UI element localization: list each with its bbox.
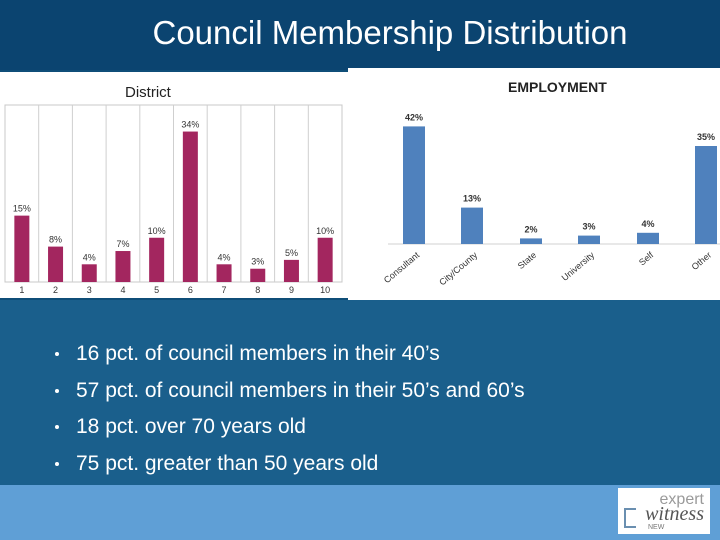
employment-tick-label: Self xyxy=(637,250,656,268)
district-data-label: 5% xyxy=(285,248,298,258)
district-tick-label: 1 xyxy=(19,285,24,295)
district-data-label: 7% xyxy=(116,239,129,249)
district-data-label: 15% xyxy=(13,204,31,214)
district-data-label: 8% xyxy=(49,235,62,245)
logo-small-text: NEW xyxy=(648,524,665,531)
bullet-dot-icon xyxy=(55,461,59,466)
bullet-dot-icon xyxy=(55,388,59,393)
bullet-text: 57 pct. of council members in their 50’s… xyxy=(76,378,525,402)
employment-data-label: 4% xyxy=(641,219,654,229)
district-data-label: 4% xyxy=(218,252,231,262)
district-data-label: 34% xyxy=(181,120,199,130)
employment-data-label: 2% xyxy=(524,224,537,234)
district-data-label: 10% xyxy=(316,226,334,236)
employment-tick-label: University xyxy=(560,250,597,283)
content-band xyxy=(0,300,720,485)
district-chart: District 15% 1 8% 2 4% 3 7% 4 10% 5 34% 6 4% 7 3% 8 5% 9 10… xyxy=(4,84,343,295)
district-tick-label: 7 xyxy=(222,285,227,295)
logo-text-top: expert xyxy=(659,491,704,508)
district-tick-label: 6 xyxy=(188,285,193,295)
bullet-dot-icon xyxy=(55,352,59,356)
district-chart-title: District xyxy=(125,84,172,101)
district-bar xyxy=(14,215,30,282)
district-tick-label: 10 xyxy=(320,285,330,295)
district-chart-panel: District 15% 1 8% 2 4% 3 7% 4 10% 5 34% 6 4% 7 3% 8 5% 9 10… xyxy=(0,72,348,298)
bullet-text: 16 pct. of council members in their 40’s xyxy=(76,342,440,365)
logo-text-bottom: witness xyxy=(645,503,704,525)
district-bar xyxy=(317,237,333,282)
district-tick-label: 4 xyxy=(120,285,125,295)
district-tick-label: 8 xyxy=(255,285,260,295)
district-bar xyxy=(149,237,165,282)
employment-bar xyxy=(637,232,659,244)
district-tick-label: 3 xyxy=(87,285,92,295)
employment-bar xyxy=(578,235,600,244)
bullet-text: 75 pct. greater than 50 years old xyxy=(76,451,379,475)
bullet-list: 16 pct. of council members in their 40’s… xyxy=(52,336,525,482)
bullet-item: 16 pct. of council members in their 40’s xyxy=(52,336,525,373)
slide-title: Council Membership Distribution xyxy=(152,14,628,51)
employment-data-label: 35% xyxy=(697,132,715,142)
district-bar xyxy=(115,251,131,282)
employment-chart: EMPLOYMENT 42% Consultant 13% City/County 2% S… xyxy=(382,79,720,288)
bullet-item: 57 pct. of council members in their 50’s… xyxy=(52,373,525,410)
bullet-item: 75 pct. greater than 50 years old xyxy=(52,446,525,483)
employment-tick-label: Consultant xyxy=(382,250,422,286)
district-bar xyxy=(182,131,198,282)
district-tick-label: 9 xyxy=(289,285,294,295)
title-band xyxy=(0,0,720,70)
district-bar xyxy=(250,268,266,282)
district-tick-label: 2 xyxy=(53,285,58,295)
employment-tick-label: Other xyxy=(690,250,714,272)
employment-tick-label: City/County xyxy=(437,250,479,288)
expert-witness-logo: expert witness NEW xyxy=(618,488,710,534)
bullet-item: 18 pct. over 70 years old xyxy=(52,409,525,446)
district-bar xyxy=(81,264,97,282)
employment-data-label: 3% xyxy=(582,222,595,232)
employment-data-label: 42% xyxy=(405,112,423,122)
footer-band xyxy=(0,485,720,540)
employment-tick-label: State xyxy=(516,250,539,271)
employment-chart-panel: EMPLOYMENT 42% Consultant 13% City/County 2% S… xyxy=(348,68,720,300)
logo-mark-icon xyxy=(624,508,636,528)
bullet-text: 18 pct. over 70 years old xyxy=(76,415,306,438)
employment-bar xyxy=(520,238,542,244)
district-data-label: 4% xyxy=(83,252,96,262)
employment-chart-title: EMPLOYMENT xyxy=(508,79,607,95)
district-bar xyxy=(48,246,64,282)
district-data-label: 3% xyxy=(251,257,264,267)
employment-bar xyxy=(403,126,425,244)
district-bar xyxy=(283,259,299,282)
district-tick-label: 5 xyxy=(154,285,159,295)
employment-bar xyxy=(695,146,717,244)
employment-data-label: 13% xyxy=(463,194,481,204)
bullet-dot-icon xyxy=(55,425,59,429)
employment-bar xyxy=(461,207,483,244)
district-bar xyxy=(216,264,232,282)
district-data-label: 10% xyxy=(148,226,166,236)
